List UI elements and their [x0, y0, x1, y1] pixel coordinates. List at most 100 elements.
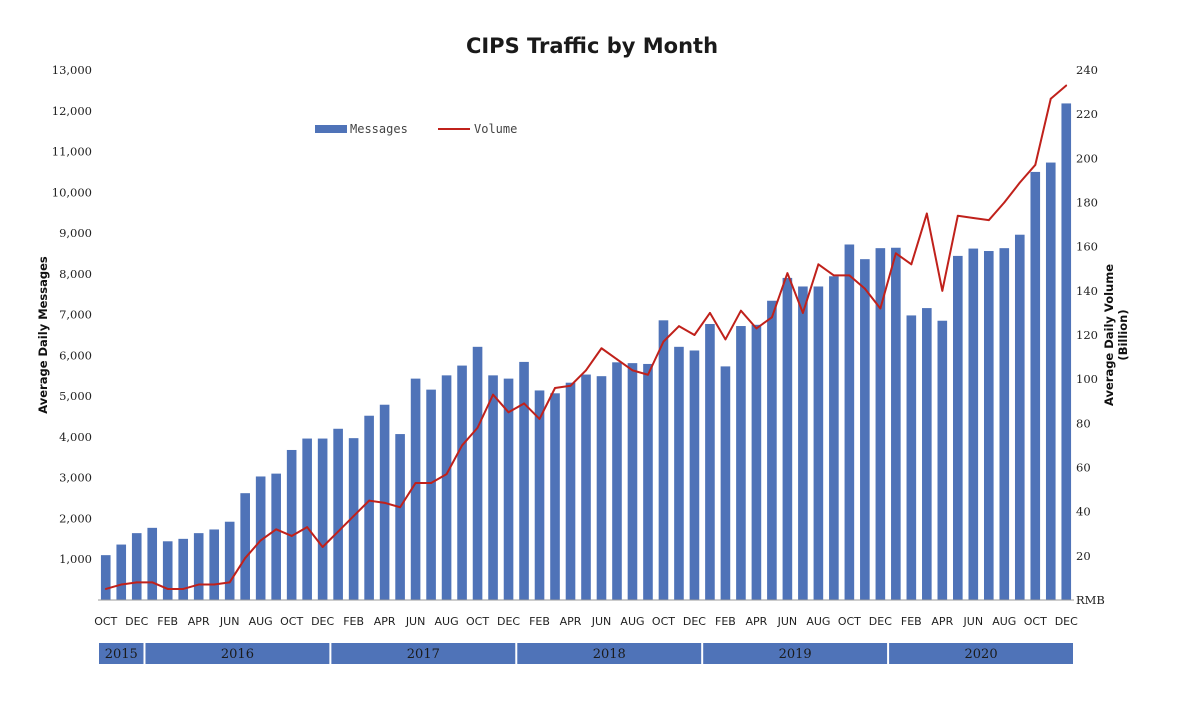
volume-points: [104, 84, 1068, 590]
x-tick-label: JUN: [219, 615, 240, 628]
right-tick-label: 180: [1076, 196, 1098, 210]
volume-point: [151, 581, 154, 584]
bar-messages: [488, 375, 498, 600]
bar-messages: [999, 248, 1010, 600]
volume-point: [523, 402, 525, 405]
bar-messages: [937, 320, 948, 600]
volume-point: [1049, 97, 1052, 100]
bar-messages: [658, 320, 669, 600]
year-cell: [145, 643, 330, 664]
bar-messages: [813, 286, 824, 600]
volume-point: [941, 289, 944, 292]
volume-point: [801, 312, 804, 314]
left-tick-label: 3,000: [59, 471, 92, 485]
volume-point: [414, 482, 417, 484]
right-tick-label: 160: [1076, 240, 1098, 254]
right-tick-label: 20: [1076, 549, 1091, 563]
left-tick-label: 4,000: [59, 430, 92, 444]
x-tick-label: APR: [746, 615, 768, 628]
volume-point: [925, 212, 928, 215]
volume-point: [894, 252, 897, 255]
bar-messages: [596, 376, 607, 600]
volume-point: [383, 501, 386, 504]
left-tick-label: 13,000: [52, 63, 92, 77]
bar-messages: [751, 324, 762, 600]
volume-point: [740, 309, 742, 312]
legend-swatch-messages: [315, 125, 347, 133]
volume-point: [182, 588, 185, 590]
right-tick-label: 100: [1076, 372, 1098, 386]
right-axis-label-line1: Average Daily Volume: [1102, 264, 1116, 406]
left-tick-label: 1,000: [59, 552, 92, 566]
bar-messages: [162, 541, 173, 600]
x-tick-label: FEB: [343, 615, 364, 628]
volume-point: [445, 473, 448, 476]
volume-point: [476, 426, 479, 429]
volume-point: [755, 327, 758, 330]
bar-messages: [782, 277, 793, 600]
bar-messages: [348, 438, 359, 600]
bar-messages: [441, 375, 452, 600]
right-tick-label: 200: [1076, 151, 1098, 165]
x-tick-label: AUG: [806, 615, 830, 628]
bar-messages: [829, 276, 839, 600]
bar-messages: [457, 365, 467, 600]
volume-point: [879, 307, 882, 310]
bar-messages: [364, 415, 374, 600]
bar-messages: [317, 438, 328, 600]
year-label: 2015: [105, 647, 138, 662]
chart-legend: Messages Volume: [315, 122, 517, 136]
left-tick-label: 8,000: [59, 267, 92, 281]
left-tick-label: 12,000: [52, 104, 92, 118]
bar-messages: [736, 326, 746, 600]
right-tick-label: 40: [1076, 505, 1091, 519]
volume-point: [492, 393, 494, 396]
left-tick-label: 2,000: [59, 511, 92, 525]
year-label: 2016: [221, 647, 254, 662]
volume-point: [693, 334, 696, 336]
year-cell: [517, 643, 702, 664]
year-label: 2017: [407, 647, 440, 662]
bar-messages: [798, 286, 808, 600]
x-tick-label: JUN: [963, 615, 984, 628]
x-tick-label: OCT: [280, 615, 303, 628]
volume-point: [956, 214, 959, 217]
volume-point: [863, 287, 866, 290]
volume-point: [987, 219, 990, 222]
left-axis-label: Average Daily Messages: [36, 256, 50, 414]
left-tick-label: 5,000: [59, 389, 92, 403]
x-tick-label: OCT: [466, 615, 489, 628]
volume-point: [368, 499, 371, 502]
left-tick-label: 7,000: [59, 308, 92, 322]
bar-messages: [100, 555, 111, 600]
volume-point: [213, 583, 216, 586]
bar-messages: [705, 323, 715, 600]
bar-messages: [178, 538, 189, 600]
volume-point: [337, 530, 340, 533]
volume-point: [135, 581, 138, 584]
x-tick-label: APR: [188, 615, 210, 628]
volume-point: [771, 316, 773, 319]
left-tick-label: 6,000: [59, 348, 92, 362]
volume-point: [104, 588, 107, 590]
x-tick-label: DEC: [683, 615, 706, 628]
bar-messages: [689, 350, 700, 600]
year-label: 2019: [779, 647, 812, 662]
volume-point: [569, 384, 572, 387]
x-tick-label: DEC: [869, 615, 892, 628]
bar-messages: [968, 248, 979, 600]
messages-bars: [100, 103, 1072, 601]
volume-point: [678, 325, 680, 328]
x-tick-label: JUN: [591, 615, 612, 628]
volume-point: [275, 528, 278, 531]
x-tick-label: JUN: [405, 615, 426, 628]
x-tick-label: APR: [374, 615, 396, 628]
volume-point: [259, 539, 262, 542]
bar-messages: [302, 438, 312, 600]
volume-point: [399, 506, 401, 509]
right-tick-label: 240: [1076, 63, 1098, 77]
volume-point: [461, 444, 463, 447]
year-cell: [703, 643, 888, 664]
volume-point: [647, 373, 649, 376]
bar-messages: [767, 300, 777, 600]
